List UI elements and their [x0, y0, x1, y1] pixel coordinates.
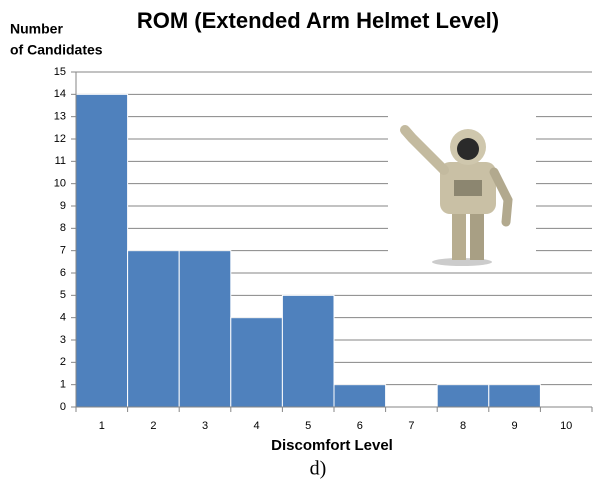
y-tick-label: 10 [54, 178, 66, 190]
y-tick-label: 13 [54, 111, 66, 123]
y-tick-label: 8 [60, 222, 66, 234]
y-tick-label: 15 [54, 66, 66, 78]
y-tick-label: 6 [60, 267, 66, 279]
x-tick-label: 4 [254, 420, 260, 432]
y-axis-label: of Candidates [10, 42, 103, 58]
x-tick-label: 8 [460, 420, 466, 432]
x-tick-label: 9 [512, 420, 518, 432]
x-tick-label: 2 [150, 420, 156, 432]
bar [231, 318, 283, 407]
y-tick-label: 1 [60, 379, 66, 391]
y-tick-label: 5 [60, 289, 66, 301]
y-tick-label: 7 [60, 245, 66, 257]
x-tick-label: 7 [408, 420, 414, 432]
bar [282, 295, 334, 407]
x-tick-label: 3 [202, 420, 208, 432]
y-tick-label: 9 [60, 200, 66, 212]
bar [437, 385, 489, 407]
x-tick-label: 10 [560, 420, 572, 432]
x-tick-label: 5 [305, 420, 311, 432]
x-tick-label: 1 [99, 420, 105, 432]
x-axis-label: Discomfort Level [271, 437, 393, 454]
y-tick-label: 14 [54, 88, 66, 100]
y-tick-label: 0 [60, 401, 66, 413]
y-axis-label: Number [10, 21, 63, 37]
bar [76, 94, 128, 407]
chart: ROM (Extended Arm Helmet Level) Number o… [0, 0, 601, 487]
bar [128, 251, 180, 407]
y-tick-label: 4 [60, 312, 66, 324]
y-tick-label: 2 [60, 356, 66, 368]
bar [489, 385, 541, 407]
chart-title: ROM (Extended Arm Helmet Level) [137, 8, 499, 33]
y-tick-label: 3 [60, 334, 66, 346]
bar [334, 385, 386, 407]
astronaut-image [388, 110, 536, 268]
y-tick-label: 12 [54, 133, 66, 145]
caption: d) [310, 458, 327, 480]
x-tick-label: 6 [357, 420, 363, 432]
y-tick-label: 11 [55, 155, 66, 167]
bar [179, 251, 231, 407]
